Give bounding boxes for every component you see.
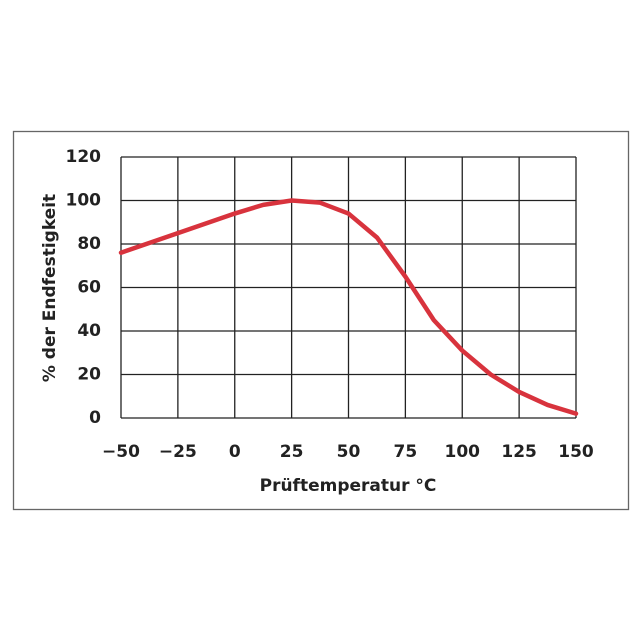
x-tick-label: 50 bbox=[337, 442, 361, 462]
y-tick-label: 100 bbox=[66, 191, 102, 211]
y-axis-label: % der Endfestigkeit bbox=[40, 194, 60, 382]
x-tick-label: 150 bbox=[558, 442, 594, 462]
y-tick-label: 40 bbox=[77, 321, 101, 341]
x-tick-label: 125 bbox=[501, 442, 537, 462]
x-tick-label: 75 bbox=[394, 442, 418, 462]
chart-frame bbox=[12, 130, 630, 511]
x-tick-label: −25 bbox=[159, 442, 197, 462]
y-tick-label: 0 bbox=[89, 408, 101, 428]
x-tick-label: −50 bbox=[102, 442, 140, 462]
data-line bbox=[118, 198, 579, 416]
y-tick-label: 80 bbox=[77, 234, 101, 254]
x-tick-label: 25 bbox=[280, 442, 304, 462]
x-tick-label: 100 bbox=[445, 442, 481, 462]
x-axis-label: Prüftemperatur °C bbox=[260, 476, 437, 496]
x-tick-label: 0 bbox=[229, 442, 241, 462]
y-tick-label: 60 bbox=[77, 278, 101, 298]
y-tick-label: 120 bbox=[66, 147, 102, 167]
y-tick-label: 20 bbox=[77, 365, 101, 385]
